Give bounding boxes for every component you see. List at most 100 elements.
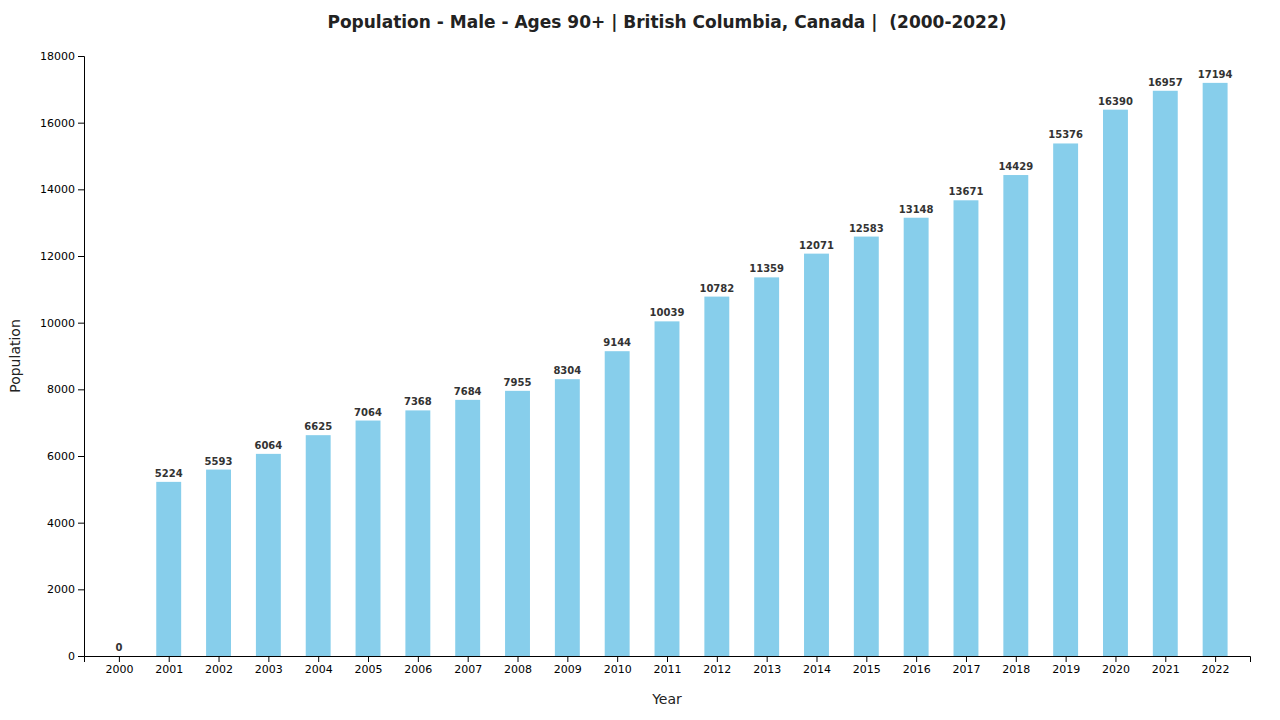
- tick-mark: [318, 656, 319, 662]
- bar: [156, 482, 181, 656]
- tick-mark: [78, 589, 84, 590]
- tick: 2016: [903, 656, 931, 676]
- tick-mark: [169, 656, 170, 662]
- tick: 2017: [952, 656, 980, 676]
- data-label: 16957: [1148, 77, 1183, 88]
- bar: [754, 277, 779, 656]
- bar: [256, 454, 281, 656]
- data-label: 12583: [849, 223, 884, 234]
- tick: 2002: [205, 656, 233, 676]
- y-axis-title: Population: [7, 319, 23, 393]
- tick-mark: [468, 656, 469, 662]
- tick-mark: [767, 656, 768, 662]
- tick-mark: [78, 256, 84, 257]
- data-label: 7368: [404, 396, 432, 407]
- tick-label: 2004: [305, 663, 333, 676]
- tick-mark: [78, 523, 84, 524]
- tick-mark: [916, 656, 917, 662]
- axis-line: [85, 657, 1251, 663]
- bar: [356, 421, 381, 656]
- tick-label: 2014: [803, 663, 831, 676]
- tick-mark: [966, 656, 967, 662]
- tick-mark: [119, 656, 120, 662]
- tick-mark: [219, 656, 220, 662]
- tick: 2000: [105, 656, 133, 676]
- bar: [455, 400, 480, 656]
- tick-mark: [78, 56, 84, 57]
- tick-label: 2021: [1152, 663, 1180, 676]
- tick: 2022: [1202, 656, 1230, 676]
- tick-mark: [667, 656, 668, 662]
- tick-label: 2011: [654, 663, 682, 676]
- tick-label: 4000: [47, 517, 75, 530]
- tick-label: 2016: [903, 663, 931, 676]
- data-label: 13148: [899, 204, 934, 215]
- tick: 16000: [40, 117, 84, 130]
- tick-label: 2012: [703, 663, 731, 676]
- tick: 2021: [1152, 656, 1180, 676]
- tick: 6000: [47, 450, 84, 463]
- tick-label: 2006: [404, 663, 432, 676]
- tick-label: 2017: [952, 663, 980, 676]
- tick: 2004: [305, 656, 333, 676]
- tick: 0: [68, 650, 84, 663]
- tick-mark: [78, 323, 84, 324]
- tick-label: 2005: [355, 663, 383, 676]
- tick-mark: [78, 656, 84, 657]
- tick-label: 2001: [155, 663, 183, 676]
- bar: [1103, 110, 1128, 656]
- tick-label: 2002: [205, 663, 233, 676]
- tick: 2013: [753, 656, 781, 676]
- tick-mark: [866, 656, 867, 662]
- data-label: 17194: [1198, 69, 1233, 80]
- bars: [156, 83, 1227, 656]
- data-label: 14429: [998, 161, 1033, 172]
- tick: 12000: [40, 250, 84, 263]
- tick-mark: [78, 123, 84, 124]
- data-label: 7064: [354, 407, 382, 418]
- tick: 8000: [47, 383, 84, 396]
- bar: [1203, 83, 1228, 656]
- tick-label: 16000: [40, 117, 75, 130]
- tick-label: 2000: [47, 583, 75, 596]
- tick-label: 2010: [604, 663, 632, 676]
- tick: 4000: [47, 517, 84, 530]
- tick-label: 6000: [47, 450, 75, 463]
- bar: [854, 237, 879, 656]
- bar: [306, 435, 331, 656]
- data-label: 5593: [205, 456, 233, 467]
- bar: [954, 200, 979, 656]
- data-label: 6625: [304, 421, 332, 432]
- tick: 14000: [40, 183, 84, 196]
- data-label: 7684: [454, 386, 482, 397]
- tick: 2000: [47, 583, 84, 596]
- tick-label: 2009: [554, 663, 582, 676]
- tick: 2011: [654, 656, 682, 676]
- tick-label: 2019: [1052, 663, 1080, 676]
- tick-mark: [418, 656, 419, 662]
- data-label: 10039: [650, 307, 685, 318]
- bar: [804, 254, 829, 656]
- tick-label: 18000: [40, 50, 75, 63]
- tick-label: 2013: [753, 663, 781, 676]
- data-label: 6064: [254, 440, 282, 451]
- tick: 2019: [1052, 656, 1080, 676]
- data-labels: 0522455936064662570647368768479558304914…: [115, 69, 1232, 653]
- tick: 2005: [355, 656, 383, 676]
- tick-mark: [816, 656, 817, 662]
- tick: 2008: [504, 656, 532, 676]
- tick: 10000: [40, 317, 84, 330]
- tick: 2018: [1002, 656, 1030, 676]
- tick-mark: [368, 656, 369, 662]
- tick: 2010: [604, 656, 632, 676]
- tick: 2014: [803, 656, 831, 676]
- bar: [904, 218, 929, 656]
- x-axis: 2000200120022003200420052006200720082009…: [85, 656, 1251, 676]
- tick: 2006: [404, 656, 432, 676]
- tick: 18000: [40, 50, 84, 63]
- data-label: 8304: [553, 365, 581, 376]
- tick-mark: [1115, 656, 1116, 662]
- tick-mark: [518, 656, 519, 662]
- tick-mark: [1165, 656, 1166, 662]
- tick-label: 2008: [504, 663, 532, 676]
